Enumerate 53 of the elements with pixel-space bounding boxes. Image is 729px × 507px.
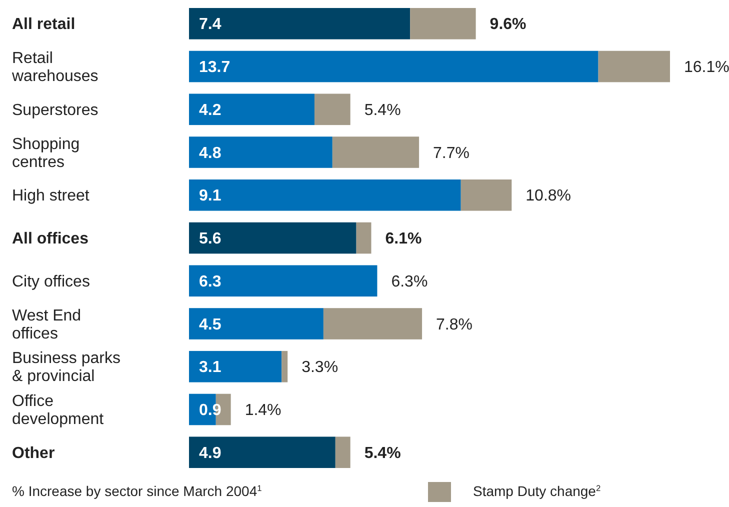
data-label: 13.7	[199, 59, 230, 76]
bar	[189, 436, 336, 468]
y-tick-label: All offices	[12, 230, 89, 248]
bar	[189, 94, 314, 126]
bar	[314, 94, 350, 126]
bar	[460, 179, 512, 211]
data-label: 9.1	[199, 188, 222, 205]
total-label: 3.3%	[302, 359, 338, 376]
legend-label: Stamp Duty change$^{2}$	[473, 483, 601, 499]
bar	[282, 350, 288, 382]
text: % Increase by sector since March 2004$^{1}$	[12, 483, 262, 499]
bar	[189, 179, 461, 211]
total-label: 1.4%	[244, 402, 282, 420]
bar	[189, 8, 410, 40]
data-label: 3.1	[199, 359, 222, 376]
y-tick-label: Other	[12, 444, 55, 462]
total-label: 5.4%	[364, 444, 401, 462]
bar	[332, 136, 420, 168]
data-label: 4.2	[199, 102, 222, 119]
bar	[598, 50, 670, 82]
data-label: 7.4	[199, 16, 222, 34]
data-label: 4.8	[199, 144, 222, 162]
y-tick-label: City offices	[12, 273, 90, 290]
y-tick-label: Office development	[12, 393, 104, 428]
total-label: 7.7%	[433, 144, 470, 162]
y-tick-label: Business parks & provincial	[12, 350, 120, 386]
y-tick-label: High street	[12, 188, 90, 205]
bar	[189, 222, 356, 254]
data-label: 5.6	[199, 230, 222, 248]
bar	[410, 8, 476, 40]
y-tick-label: All retail	[12, 16, 76, 34]
bar	[356, 222, 372, 254]
data-label: 6.3	[199, 273, 222, 290]
total-label: 6.1%	[385, 230, 422, 248]
y-tick-label: Retail warehouses	[11, 50, 98, 86]
y-tick-label: West End offices	[12, 307, 82, 342]
y-tick-label: Superstores	[12, 102, 98, 119]
total-label: 10.8%	[526, 188, 572, 205]
bar	[335, 436, 350, 468]
bar	[323, 308, 422, 340]
bar	[189, 50, 598, 82]
data-label: 4.9	[199, 444, 222, 462]
total-label: 16.1%	[684, 59, 729, 76]
total-label: 9.6%	[490, 16, 526, 34]
data-label: 4.5	[199, 316, 222, 334]
bar	[189, 265, 378, 297]
total-label: 5.4%	[364, 102, 401, 119]
y-tick-label: Shopping centres	[12, 136, 80, 171]
bar	[189, 308, 324, 340]
bar	[189, 136, 332, 168]
total-label: 6.3%	[391, 273, 428, 290]
total-label: 7.8%	[436, 316, 472, 334]
bar	[189, 350, 282, 382]
